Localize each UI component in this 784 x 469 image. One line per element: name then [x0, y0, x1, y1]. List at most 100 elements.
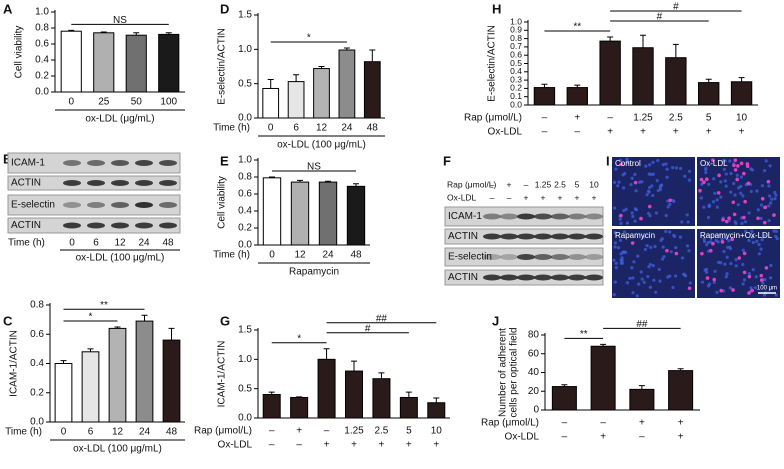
- nucleus: [633, 172, 637, 176]
- bar: [399, 396, 418, 419]
- y-tick-label: 0: [533, 405, 539, 416]
- treatment-value: 5: [406, 426, 412, 437]
- x-tick-label: 0: [61, 427, 67, 438]
- nucleus: [680, 220, 684, 224]
- blot-band: [135, 160, 153, 166]
- blot-band: [63, 222, 81, 229]
- blot-band: [483, 254, 501, 260]
- adherent-cell: [742, 215, 746, 220]
- nucleus: [622, 250, 626, 254]
- nucleus: [741, 282, 745, 286]
- y-tick-label: 0.5: [510, 58, 522, 68]
- x-tick-label: 12: [294, 250, 306, 261]
- adherent-cell: [742, 270, 747, 275]
- bar: [262, 177, 282, 246]
- treatment-value: +: [296, 426, 302, 437]
- adherent-cell: [737, 256, 742, 260]
- nucleus: [619, 261, 623, 265]
- adherent-cell: [702, 180, 706, 184]
- treatment-value: –: [542, 113, 548, 124]
- lane-label: 6: [93, 238, 99, 249]
- adherent-cell: [639, 216, 643, 221]
- panel-letter: G: [220, 313, 230, 328]
- treatment-label: Rap (μmol/L): [447, 179, 496, 189]
- nucleus: [636, 254, 640, 258]
- x-axis-label: Rapamycin: [289, 267, 339, 278]
- nucleus: [729, 171, 733, 176]
- nucleus: [727, 239, 731, 243]
- treatment-label: Ox-LDL: [218, 440, 253, 451]
- treatment-value: +: [351, 440, 357, 451]
- adherent-cell: [745, 162, 750, 166]
- nucleus: [674, 274, 678, 278]
- nucleus: [642, 280, 646, 285]
- nucleus: [702, 205, 706, 209]
- error-bar: [100, 31, 107, 33]
- bar: [566, 87, 588, 106]
- micrograph-label: Ox-LDL: [700, 159, 728, 168]
- error-bar: [738, 77, 745, 82]
- nucleus: [757, 242, 761, 247]
- adherent-cell: [712, 277, 717, 282]
- nucleus: [687, 178, 692, 182]
- significance-label: #: [365, 323, 371, 334]
- blot-band: [135, 222, 153, 229]
- nucleus: [770, 197, 774, 201]
- blot-band: [135, 202, 153, 208]
- nucleus: [718, 233, 722, 237]
- y-tick-label: 0.1: [510, 91, 522, 101]
- treatment-value: +: [600, 432, 606, 443]
- nucleus: [654, 211, 659, 215]
- significance-label: *: [297, 333, 301, 344]
- nucleus: [619, 221, 623, 225]
- adherent-cell: [763, 205, 768, 210]
- nucleus: [774, 234, 778, 238]
- x-tick-label: 6: [88, 427, 94, 438]
- nucleus: [753, 286, 757, 290]
- bar: [290, 181, 310, 246]
- nucleus: [722, 249, 726, 254]
- nucleus: [649, 245, 653, 249]
- panel-letter: C: [3, 313, 13, 328]
- adherent-cell: [708, 248, 713, 253]
- nucleus: [743, 220, 748, 224]
- bar: [262, 87, 280, 119]
- nucleus: [768, 276, 773, 280]
- adherent-cell: [720, 240, 725, 244]
- nucleus: [685, 244, 690, 248]
- adherent-cell: [705, 276, 710, 280]
- nucleus: [723, 159, 727, 163]
- treatment-value: –: [639, 432, 645, 443]
- y-axis-label: Cell viability: [14, 26, 25, 79]
- error-bar: [68, 29, 75, 32]
- nucleus: [741, 262, 745, 267]
- adherent-cell: [747, 291, 751, 295]
- error-bar: [607, 36, 614, 42]
- nucleus: [725, 245, 730, 249]
- blot-band: [568, 213, 586, 220]
- nucleus: [645, 193, 649, 197]
- nucleus: [668, 202, 672, 206]
- significance-label: NS: [307, 162, 321, 173]
- x-row-label: Time (h): [213, 123, 250, 134]
- error-bar: [268, 391, 275, 395]
- y-tick-label: 0.6: [35, 39, 49, 50]
- adherent-cell: [721, 217, 725, 222]
- micrograph: [697, 157, 780, 226]
- nucleus: [728, 247, 733, 251]
- y-tick-label: 0.2: [35, 71, 49, 82]
- error-bar: [318, 66, 325, 69]
- error-bar: [600, 343, 607, 347]
- lane-label: 48: [162, 238, 174, 249]
- nucleus: [733, 193, 737, 197]
- treatment-value: 5: [575, 179, 580, 189]
- bar: [344, 370, 364, 419]
- nucleus: [630, 211, 634, 215]
- nucleus: [716, 260, 721, 264]
- bar: [363, 61, 381, 119]
- bar: [533, 87, 556, 106]
- nucleus: [723, 179, 727, 183]
- significance-label: *: [89, 312, 93, 323]
- adherent-cell: [730, 237, 735, 242]
- adherent-cell: [727, 216, 731, 220]
